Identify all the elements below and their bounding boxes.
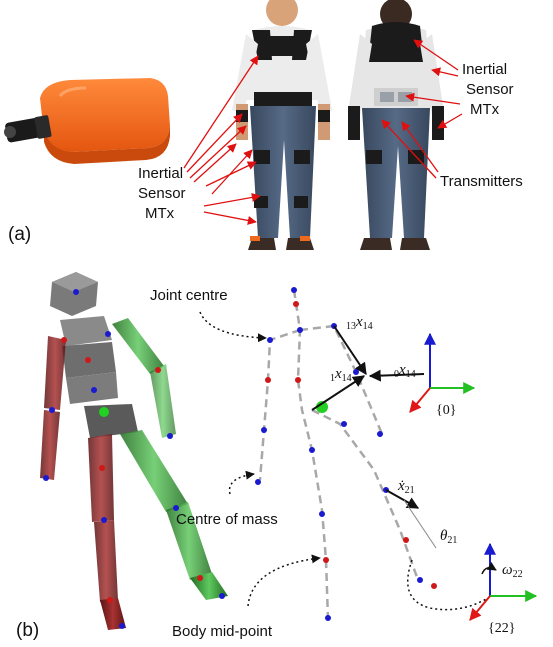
inertial-label-left-2: Sensor [138, 185, 186, 202]
position-vectors [311, 325, 437, 549]
panel-a-label: (a) [8, 224, 31, 245]
body-mid-point-label: Body mid-point [172, 623, 273, 640]
transmitters-label: Transmitters [440, 173, 523, 190]
centre-of-mass-label: Centre of mass [176, 511, 278, 528]
angle-21-label: θ21 [440, 528, 457, 546]
vector-1-14-label: 1x14 [330, 366, 352, 384]
panel-a: Inertial Sensor MTx Inertial Sensor MTx … [4, 0, 523, 250]
frame-22-axes [469, 542, 538, 621]
frame-22-label: {22} [488, 621, 515, 636]
panel-b: Joint centre Centre of mass Body mid-poi… [16, 272, 538, 641]
mtx-sensor-image [4, 78, 170, 164]
joint-centre-label: Joint centre [150, 287, 228, 304]
skeleton-joints [255, 287, 437, 621]
omega-22-label: ω22 [502, 562, 523, 580]
inertial-label-right-3: MTx [470, 101, 500, 118]
stick-skeleton [258, 289, 420, 621]
vector-0-14-label: 0x14 [394, 362, 416, 380]
inertial-label-left-1: Inertial [138, 165, 183, 182]
sensor-arrows-right [381, 39, 463, 179]
callout-curves [199, 311, 489, 611]
sensor-arrows-left [183, 55, 261, 225]
panel-b-label: (b) [16, 620, 39, 641]
inertial-label-right-1: Inertial [462, 61, 507, 78]
frame-0-label: {0} [436, 403, 456, 418]
person-front-image [232, 0, 332, 250]
inertial-label-left-3: MTx [145, 205, 175, 222]
vector-13-14-label: 13x14 [346, 314, 373, 332]
velocity-21-label: ẋ21 [397, 478, 415, 496]
body-segment-model [40, 272, 228, 630]
person-back-image [348, 0, 444, 250]
inertial-label-right-2: Sensor [466, 81, 514, 98]
frame-0-axes [409, 332, 476, 413]
